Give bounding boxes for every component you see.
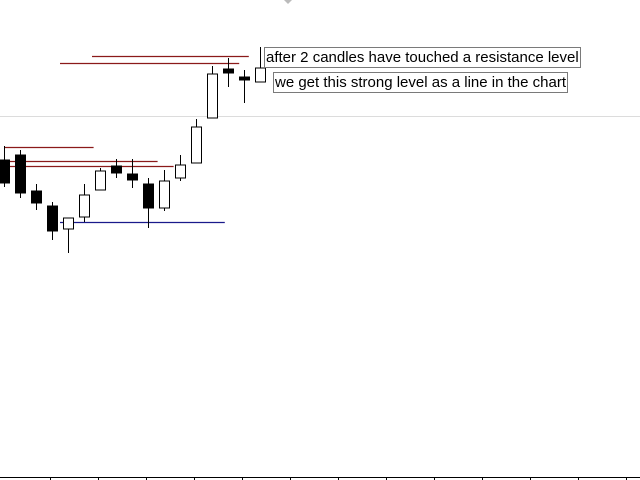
bearish-candle-body [223, 68, 234, 74]
bearish-candle-body [47, 205, 58, 232]
bullish-candle-body [175, 164, 186, 179]
candle [95, 168, 106, 191]
candle [255, 47, 266, 83]
candle [223, 58, 234, 87]
bearish-candle-body [239, 76, 250, 81]
candle [175, 155, 186, 181]
bullish-candle-body [207, 73, 218, 119]
bearish-candle-body [15, 154, 26, 194]
candle [127, 159, 138, 188]
candle [63, 217, 74, 253]
candle [207, 66, 218, 119]
candle [159, 170, 170, 211]
annotation-text-1: after 2 candles have touched a resistanc… [264, 47, 581, 68]
bullish-candle-body [255, 67, 266, 83]
bearish-candle-body [0, 159, 10, 184]
bullish-candle-body [191, 126, 202, 164]
bearish-candle-body [31, 190, 42, 204]
bearish-candle-body [111, 165, 122, 174]
bullish-candle-body [95, 170, 106, 191]
annotation-text-2: we get this strong level as a line in th… [273, 72, 568, 93]
candle [143, 178, 154, 228]
candle [47, 202, 58, 240]
candle [191, 119, 202, 164]
bullish-candle-body [159, 180, 170, 209]
candles [0, 47, 266, 253]
candle [31, 184, 42, 210]
scroll-marker-icon [284, 0, 292, 4]
candle [15, 150, 26, 198]
candle [0, 146, 10, 187]
candle [239, 70, 250, 103]
candle [79, 184, 90, 222]
level-lines [0, 55, 249, 224]
bearish-candle-body [127, 173, 138, 181]
candle [111, 159, 122, 178]
bullish-candle-body [63, 217, 74, 230]
bearish-candle-body [143, 183, 154, 209]
bullish-candle-body [79, 194, 90, 218]
